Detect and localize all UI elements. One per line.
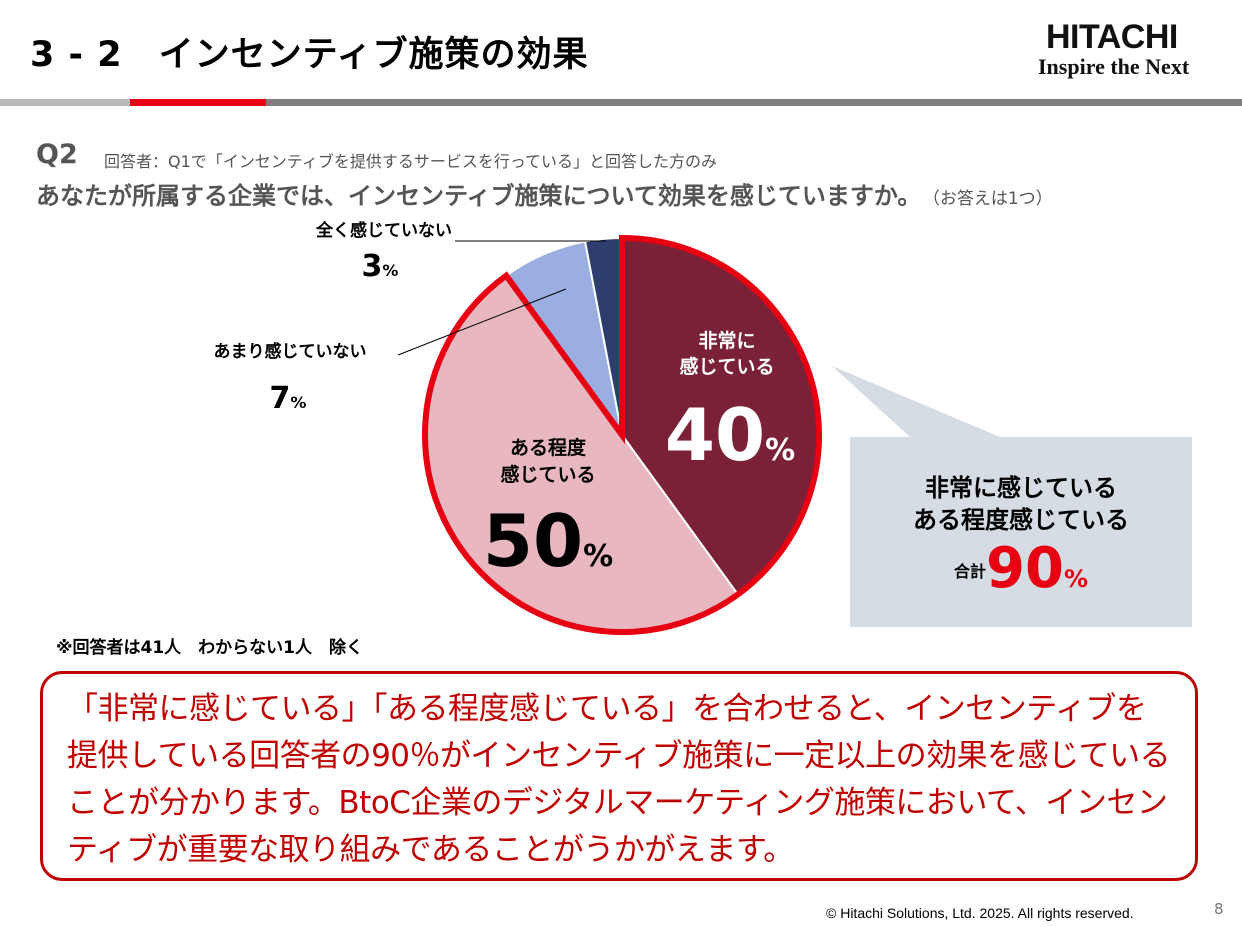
summary-total-unit: % [1063, 565, 1088, 593]
page-number: 8 [1214, 900, 1224, 918]
slice-label-very-much-line-2: 感じている [679, 355, 774, 378]
header-divider-accent-gray [0, 99, 130, 106]
slice-label-somewhat-line-1: ある程度 [510, 436, 587, 459]
summary-box: 非常に感じている ある程度感じている 合計90% [850, 437, 1192, 627]
conclusion-box: 「非常に感じている」「ある程度感じている」を合わせると、インセンティブを提供して… [40, 671, 1198, 881]
summary-line-1: 非常に感じている [925, 474, 1117, 502]
summary-total-value: 90 [986, 536, 1064, 601]
slice-label-very-much-line-1: 非常に [698, 329, 755, 352]
slice-value-very-much: 40% [665, 393, 795, 477]
slice-label-somewhat-line-2: 感じている [500, 463, 595, 486]
leader-line-not-much [397, 288, 567, 356]
footnote: ※回答者は41人 わからない1人 除く [56, 638, 364, 658]
question-main-text: あなたが所属する企業では、インセンティブ施策について効果を感じていますか。 [36, 182, 922, 210]
header-divider [0, 99, 1242, 106]
pie-highlight-outline [422, 234, 822, 635]
slice-label-not-much: あまり感じていない [214, 341, 367, 362]
header-divider-accent-red [130, 99, 266, 106]
logo-tagline: Inspire the Next [1038, 54, 1190, 79]
slice-label-not-at-all: 全く感じていない [315, 220, 452, 241]
question-text: あなたが所属する企業では、インセンティブ施策について効果を感じていますか。 （お答… [36, 176, 1053, 211]
slice-value-not-at-all: 3% [362, 249, 399, 284]
question-respondents: 回答者：Q1で「インセンティブを提供するサービスを行っている」と回答した方のみ [104, 152, 718, 171]
page-title: 3 - 2 インセンティブ施策の効果 [30, 35, 589, 75]
hitachi-logo: HITACHI [1046, 18, 1178, 56]
summary-total: 合計90% [850, 536, 1192, 601]
summary-callout-pointer [832, 366, 1000, 437]
summary-line-2: ある程度感じている [913, 506, 1129, 534]
question-label: Q2 [36, 139, 78, 170]
slice-value-not-much: 7% [270, 381, 307, 416]
slice-value-somewhat: 50% [483, 499, 613, 583]
summary-total-label: 合計 [954, 562, 987, 581]
copyright: © Hitachi Solutions, Ltd. 2025. All righ… [826, 905, 1134, 921]
question-note: （お答えは1つ） [931, 189, 1053, 209]
